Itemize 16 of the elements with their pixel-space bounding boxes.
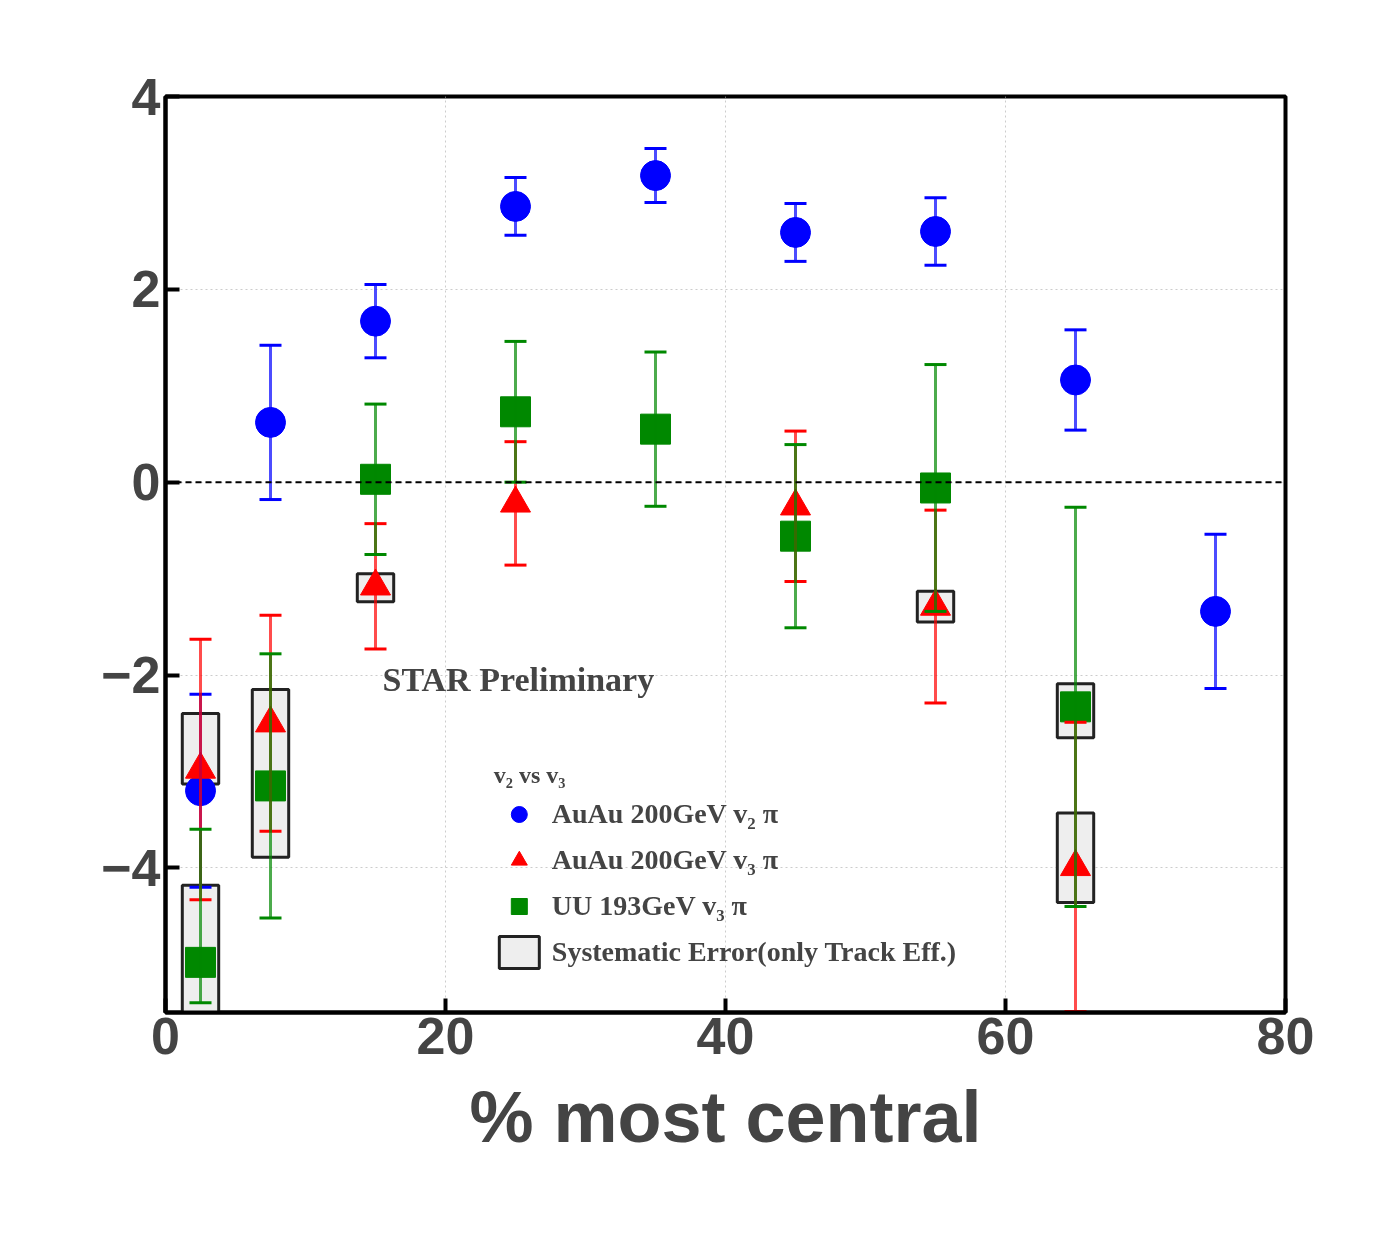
annotation: STAR Preliminary — [382, 661, 655, 699]
y-tick-label: −2 — [101, 646, 161, 705]
x-tick-label: 20 — [416, 1006, 475, 1065]
legend-title: v₂ vs v₃ — [493, 762, 567, 789]
x-axis-title: % most central — [469, 1076, 982, 1157]
legend-label: AuAu 200GeV v₃ π — [551, 844, 779, 876]
x-tick-label: 60 — [976, 1006, 1035, 1065]
y-tick-label: 2 — [131, 260, 161, 319]
legend-label: AuAu 200GeV v₂ π — [551, 798, 779, 830]
y-tick-label: 4 — [131, 67, 161, 126]
x-tick-label: 80 — [1256, 1006, 1315, 1065]
legend-label: Systematic Error(only Track Eff.) — [551, 936, 957, 968]
x-tick-label: 40 — [696, 1006, 755, 1065]
y-tick-label: 0 — [131, 453, 161, 512]
y-tick-label: −4 — [101, 838, 161, 897]
legend-label: UU 193GeV v₃ π — [551, 890, 747, 922]
